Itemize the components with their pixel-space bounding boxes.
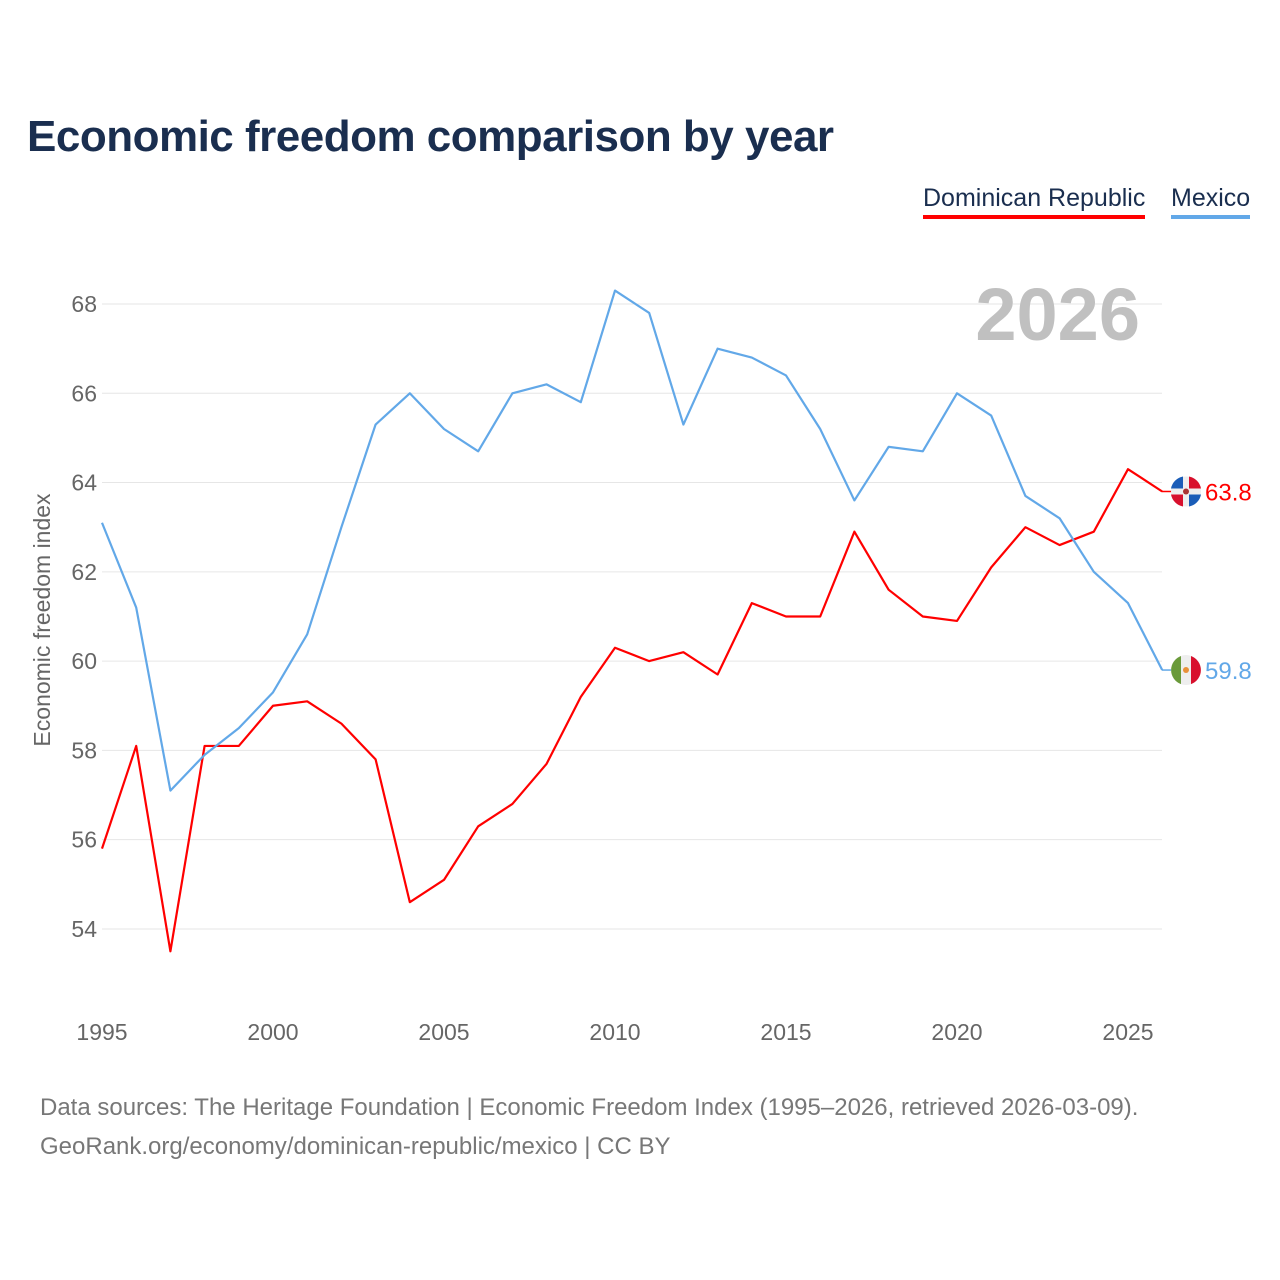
footer-link[interactable]: GeoRank.org/economy/dominican-republic/m… — [40, 1133, 671, 1160]
y-tick-label: 60 — [71, 648, 97, 674]
x-tick-label: 1995 — [76, 1019, 127, 1045]
y-tick-label: 62 — [71, 559, 97, 585]
y-tick-label: 54 — [71, 916, 97, 942]
year-watermark: 2026 — [975, 273, 1140, 356]
x-tick-label: 2010 — [589, 1019, 640, 1045]
legend-dominican-republic[interactable]: Dominican Republic — [923, 184, 1146, 219]
x-tick-label: 2020 — [931, 1019, 982, 1045]
footer-sources: Data sources: The Heritage Foundation | … — [40, 1094, 1139, 1121]
footer: Data sources: The Heritage Foundation | … — [40, 1088, 1138, 1166]
end-value-label: 59.8 — [1205, 658, 1252, 685]
y-tick-label: 68 — [71, 291, 97, 317]
y-tick-label: 56 — [71, 827, 97, 853]
x-tick-label: 2005 — [418, 1019, 469, 1045]
y-tick-label: 58 — [71, 737, 97, 763]
x-tick-label: 2000 — [247, 1019, 298, 1045]
y-axis-label: Economic freedom index — [29, 493, 55, 747]
chart-title: Economic freedom comparison by year — [27, 112, 834, 161]
y-tick-label: 66 — [71, 380, 97, 406]
end-value-label: 63.8 — [1205, 479, 1252, 506]
mexico-flag-icon — [1171, 655, 1201, 686]
series-line-mexico — [100, 289, 1164, 792]
x-tick-label: 2015 — [760, 1019, 811, 1045]
y-tick-label: 64 — [71, 470, 97, 496]
legend-mexico[interactable]: Mexico — [1171, 184, 1251, 219]
series-line-dominican-republic — [100, 468, 1163, 953]
x-tick-label: 2025 — [1102, 1019, 1153, 1045]
dominican-republic-flag-icon — [1171, 476, 1201, 507]
